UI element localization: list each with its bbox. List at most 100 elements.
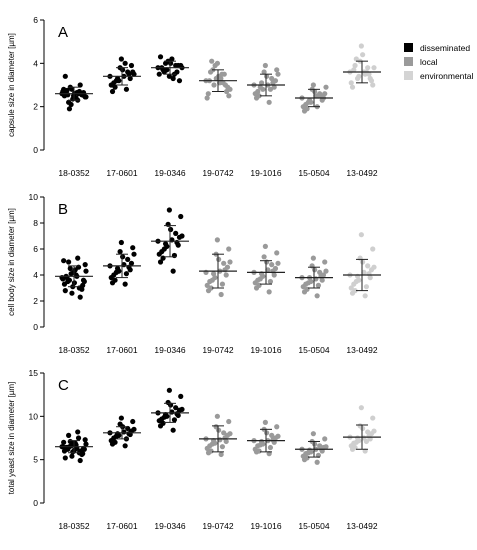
data-point [266,99,272,105]
data-point [320,272,327,278]
data-point [371,65,377,71]
data-point [131,251,137,257]
data-point [269,432,275,438]
data-point [368,78,375,84]
data-point [226,246,232,252]
panel-label: C [58,377,69,394]
x-tick-label: 18-0352 [58,521,89,531]
data-point [358,43,364,49]
x-tick-label: 19-1016 [250,521,281,531]
data-point [125,256,131,262]
data-point [262,62,268,69]
y-tick-label: 4 [33,270,38,280]
data-point [60,276,66,282]
data-point [112,439,118,445]
data-point [61,86,67,92]
data-point [168,60,174,66]
legend-label-environmental: environmental [420,71,474,81]
legend-label-local: local [420,57,438,67]
data-point [179,233,185,239]
panel-b: 0 2 4 6 8 10 cell body size in diameter [µm] B 1… [7,192,381,355]
data-point [176,78,183,84]
data-point [352,288,358,294]
x-tick-label: 19-0346 [154,521,185,531]
x-tick-label: 17-0601 [106,521,137,531]
data-point [361,269,367,275]
data-point [66,277,73,283]
data-point [312,441,318,447]
data-point [218,291,224,298]
data-point [166,73,172,79]
data-point [258,438,265,445]
data-point [262,243,268,249]
data-point [112,84,118,90]
data-point [122,443,128,449]
data-point [75,255,81,261]
data-point [157,54,164,60]
data-point [118,239,124,246]
data-point [274,250,280,256]
y-axis-title: cell body size in diameter [µm] [7,208,16,316]
data-point [70,449,76,455]
data-point [61,439,67,445]
data-point [271,84,277,90]
data-point [360,259,366,265]
data-point [69,453,75,459]
data-point [122,281,128,287]
data-point [204,282,210,288]
y-tick-label: 8 [33,218,38,228]
data-point [314,293,320,299]
data-point [62,455,68,461]
data-point [310,431,316,437]
data-point [221,71,227,77]
data-point [160,255,166,261]
data-point [219,281,226,287]
data-point [161,69,167,75]
data-point [208,285,214,291]
data-point [322,436,328,442]
data-point [269,262,275,268]
data-point [352,62,358,69]
data-point [262,419,268,425]
data-point [226,93,232,99]
data-point [61,258,67,264]
data-point [371,264,377,270]
data-point [371,428,377,434]
data-point [275,71,281,77]
data-point [118,415,124,421]
data-point [370,415,376,421]
data-point [126,71,132,77]
data-point [67,265,73,272]
data-point [77,82,83,88]
data-point [275,433,281,439]
data-point [171,252,178,259]
data-point [83,268,89,274]
data-point [114,75,121,82]
data-point [209,277,215,283]
data-point [306,447,313,453]
data-point [173,230,179,236]
y-tick-label: 6 [33,15,38,25]
data-point [317,269,323,275]
data-point [227,431,233,437]
data-point [61,93,68,99]
panel-c: 0 5 10 15 total yeast size in diameter [µm] C… [7,368,381,531]
data-point [354,75,361,82]
legend-label-disseminated: disseminated [420,43,470,53]
x-tick-label: 19-0742 [202,345,233,355]
data-point [275,260,281,266]
data-point [214,413,220,419]
panels: 0 2 4 6 capsule size in diameter [µm] A 18-035… [7,15,381,531]
data-point [175,412,181,419]
data-point [351,67,357,73]
data-point [166,207,172,213]
data-point [214,237,220,243]
y-tick-label: 10 [29,411,39,421]
data-point [62,73,68,79]
data-point [114,265,121,272]
data-point [122,60,128,66]
data-point [162,60,169,66]
data-point [112,277,118,283]
x-tick-label: 19-0742 [202,521,233,531]
y-tick-label: 0 [33,322,38,332]
